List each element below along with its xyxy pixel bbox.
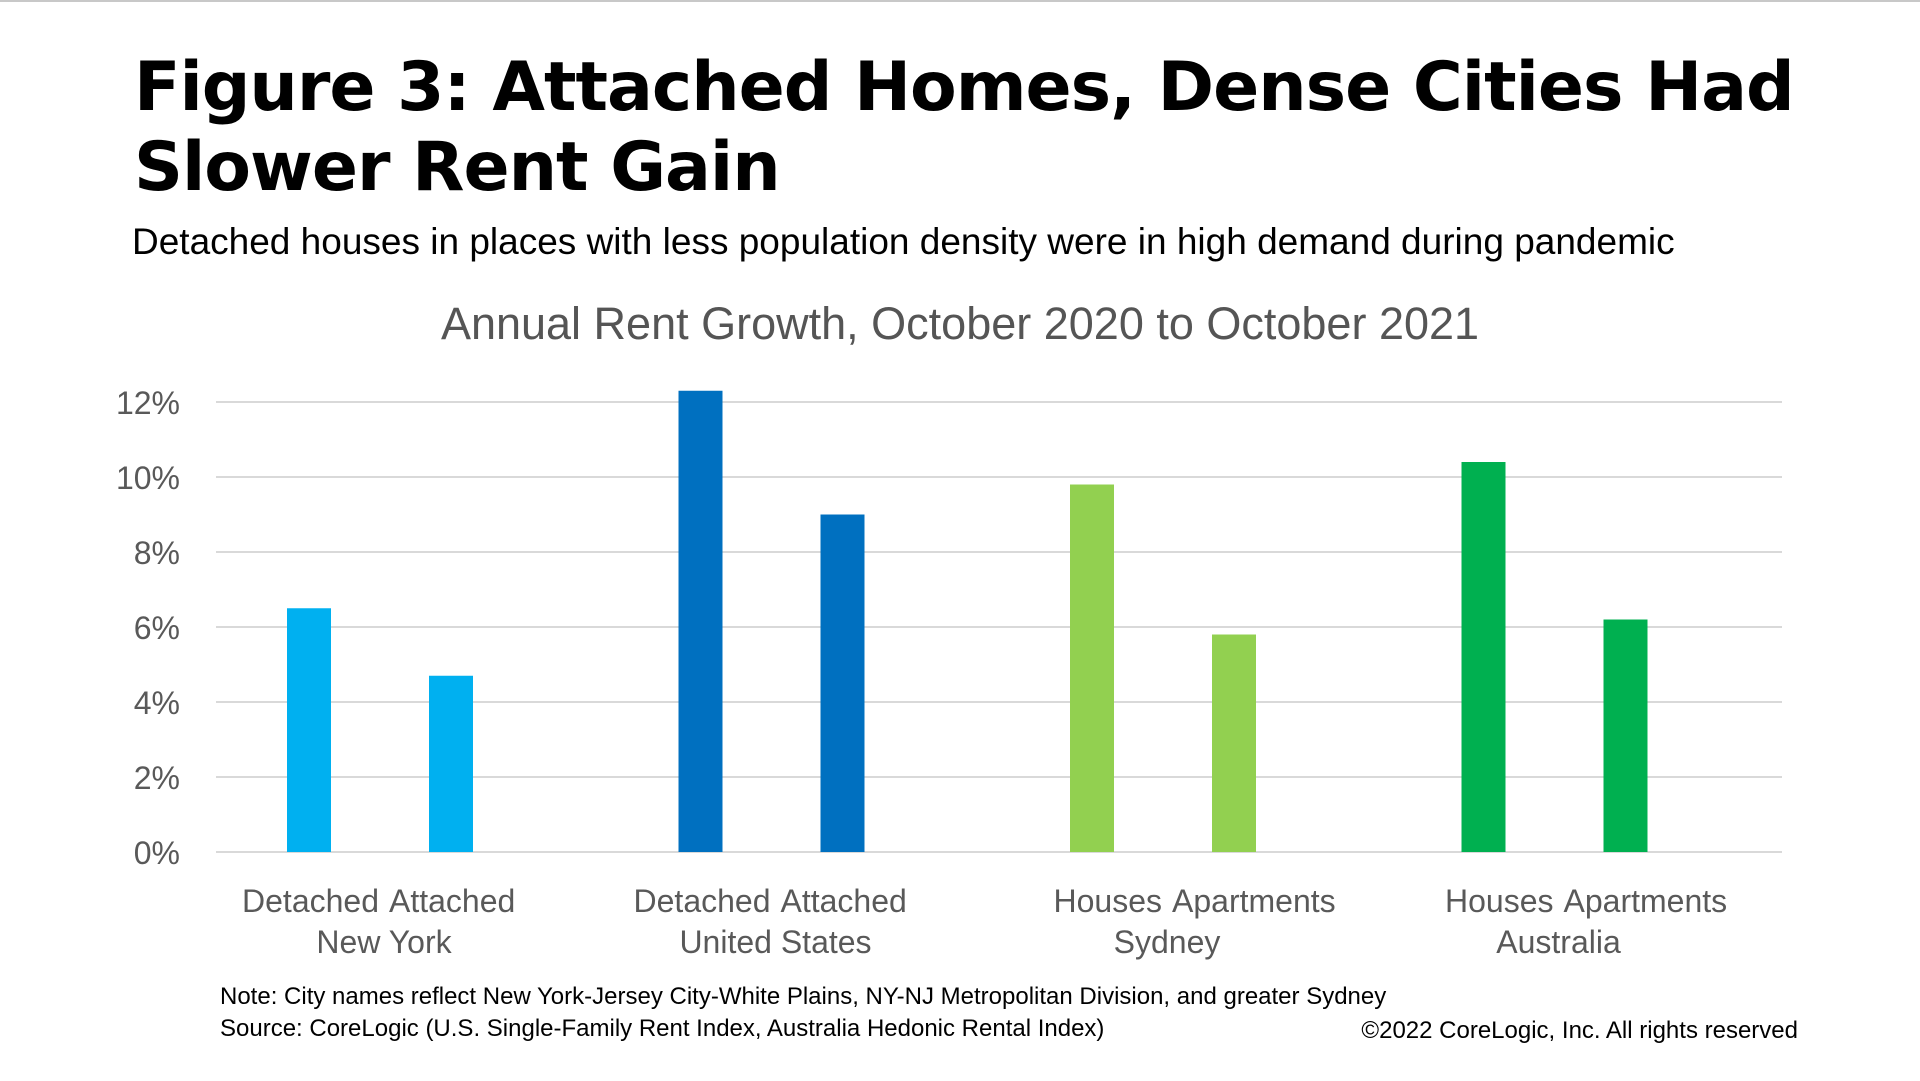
bar-sydney-apartments (1212, 634, 1256, 852)
x-tick-label: Detached (242, 883, 379, 919)
x-group-label: United States (679, 924, 871, 960)
figure-title: Figure 3: Attached Homes, Dense Cities H… (134, 48, 1795, 207)
chart-title: Annual Rent Growth, October 2020 to Octo… (440, 298, 1480, 349)
bar-australia-apartments (1603, 619, 1648, 852)
bar-united-states-detached (678, 390, 723, 852)
bar-new-york-attached (429, 675, 473, 852)
x-tick-label: Houses (1054, 883, 1163, 919)
x-tick-label: Attached (781, 883, 907, 919)
chart-note: Note: City names reflect New York-Jersey… (220, 983, 1387, 1010)
y-tick-label: 12% (116, 385, 180, 421)
y-tick-label: 10% (116, 460, 180, 496)
bar-new-york-detached (287, 608, 331, 852)
y-tick-label: 0% (134, 835, 180, 871)
x-tick-label: Apartments (1564, 883, 1728, 919)
y-tick-label: 8% (134, 535, 180, 571)
top-border (0, 0, 1920, 2)
y-tick-label: 4% (134, 685, 180, 721)
x-tick-label: Apartments (1172, 883, 1336, 919)
chart-source: Source: CoreLogic (U.S. Single-Family Re… (220, 1015, 1105, 1042)
x-tick-label: Detached (634, 883, 771, 919)
copyright-notice: ©2022 CoreLogic, Inc. All rights reserve… (1361, 1017, 1798, 1044)
bar-sydney-houses (1070, 484, 1114, 852)
x-tick-label: Attached (389, 883, 515, 919)
x-group-label: Australia (1496, 924, 1621, 960)
x-group-label: New York (316, 924, 452, 960)
bar-united-states-attached (820, 514, 865, 852)
figure-subtitle: Detached houses in places with less popu… (132, 221, 1675, 262)
bar-australia-houses (1461, 462, 1506, 852)
x-group-label: Sydney (1114, 924, 1221, 960)
y-tick-label: 2% (134, 760, 180, 796)
y-tick-label: 6% (134, 610, 180, 646)
x-tick-label: Houses (1445, 883, 1554, 919)
